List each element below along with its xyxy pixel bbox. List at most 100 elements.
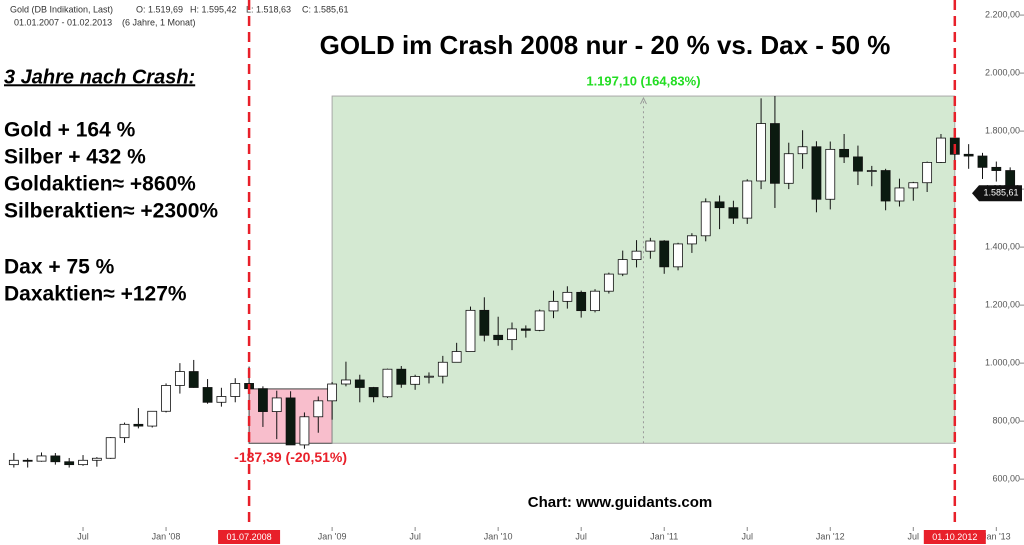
y-tick-label: 800,00	[992, 416, 1020, 426]
candle-body	[686, 235, 697, 245]
candle-body	[520, 328, 531, 331]
candle-body	[839, 148, 850, 158]
x-tick-label: Jul	[741, 531, 753, 541]
candle-body	[866, 170, 877, 172]
sidebar-line: Goldaktien≈ +860%	[4, 173, 196, 196]
range-label: -187,39 (-20,51%)	[234, 449, 347, 465]
sidebar-line: Silber + 432 %	[4, 146, 146, 169]
x-tick-label: Jan '10	[484, 531, 513, 541]
candle-body	[258, 388, 268, 412]
candle-body	[327, 383, 338, 402]
candle-body	[880, 170, 891, 202]
candle-body	[91, 457, 102, 461]
y-tick-label: 1.800,00	[985, 125, 1020, 135]
candle-body	[991, 166, 1002, 171]
sidebar-line: Daxaktien≈ +127%	[4, 283, 187, 306]
candle-body	[853, 156, 863, 172]
candle-body	[64, 461, 75, 466]
candle-body	[465, 309, 476, 352]
candle-body	[105, 437, 116, 459]
candle-body	[908, 182, 919, 189]
candle-body	[548, 300, 559, 312]
sidebar-line: Gold + 164 %	[4, 119, 136, 142]
candle-body	[202, 387, 213, 403]
candle-body	[797, 146, 808, 155]
x-tick-label: Jan '13	[982, 531, 1011, 541]
last-price-label: 1.585,61	[983, 188, 1018, 198]
x-tick-label: Jul	[575, 531, 587, 541]
candle-body	[977, 155, 988, 168]
y-tick-label: 2.200,00	[985, 9, 1020, 19]
candle-body	[216, 396, 227, 403]
range-arrowhead	[640, 96, 647, 105]
candle-body	[493, 334, 504, 341]
candle-body	[922, 162, 933, 184]
candle-body	[659, 240, 670, 268]
candle-body	[285, 397, 296, 446]
candle-body	[783, 153, 794, 184]
chart-title: GOLD im Crash 2008 nur - 20 % vs. Dax - …	[320, 30, 891, 60]
candle-body	[700, 201, 711, 237]
y-tick-label: 1.000,00	[985, 358, 1020, 368]
sidebar-heading: 3 Jahre nach Crash:	[4, 66, 195, 88]
candle-body	[603, 273, 614, 292]
y-tick-label: 600,00	[992, 474, 1020, 484]
x-tick-label: Jan '11	[650, 531, 678, 541]
candle-body	[410, 376, 421, 385]
candle-body	[396, 368, 407, 385]
x-tick-label: Jan '12	[816, 531, 845, 541]
x-tick-label: Jul	[409, 531, 421, 541]
candle-body	[119, 423, 130, 439]
y-tick-label: 1.200,00	[985, 299, 1020, 309]
header-low: L: 1.518,63	[246, 4, 291, 14]
candle-body	[507, 328, 517, 341]
candle-body	[78, 459, 88, 466]
header-open: O: 1.519,69	[136, 4, 183, 14]
header-close: C: 1.585,61	[302, 4, 349, 14]
range-label: 1.197,10 (164,83%)	[586, 73, 700, 88]
x-tick-label: Jan '09	[318, 531, 347, 541]
x-tick-label: Jan '08	[152, 531, 181, 541]
candle-body	[299, 416, 310, 446]
candle-body	[714, 201, 725, 209]
candle-body	[188, 371, 199, 388]
candle-body	[770, 123, 780, 184]
header-span: (6 Jahre, 1 Monat)	[122, 17, 196, 27]
candle-body	[811, 146, 822, 200]
candle-body	[133, 423, 144, 427]
candle-body	[576, 291, 587, 312]
candle-body	[590, 290, 600, 312]
candle-body	[271, 397, 282, 412]
marker-label: 01.10.2012	[932, 532, 977, 542]
header-instrument: Gold (DB Indikation, Last)	[10, 4, 113, 14]
range-box	[331, 95, 956, 444]
candle-body	[230, 383, 241, 397]
x-tick-label: Jul	[77, 531, 89, 541]
candle-body	[8, 459, 19, 466]
candle-body	[728, 207, 739, 219]
source-note: Chart: www.guidants.com	[528, 494, 712, 511]
sidebar-line: Dax + 75 %	[4, 256, 115, 279]
candle-body	[673, 243, 683, 268]
marker-label-box	[218, 530, 281, 544]
candle-body	[313, 400, 324, 418]
y-tick-label: 2.000,00	[985, 67, 1020, 77]
candle-body	[645, 240, 656, 252]
candle-body	[354, 379, 365, 388]
header-high: H: 1.595,42	[190, 4, 237, 14]
candle-body	[894, 187, 905, 202]
sidebar-line: Silberaktien≈ +2300%	[4, 200, 218, 223]
candle-body	[50, 455, 61, 463]
candle-body	[22, 459, 33, 462]
candle-body	[368, 387, 379, 398]
candle-body	[161, 385, 171, 412]
candle-body	[963, 153, 974, 157]
marker-label-box	[923, 530, 986, 544]
candle-body	[936, 137, 946, 163]
candle-body	[479, 309, 490, 336]
candle-body	[617, 259, 628, 275]
candle-body	[562, 291, 573, 302]
candle-body	[437, 361, 448, 377]
